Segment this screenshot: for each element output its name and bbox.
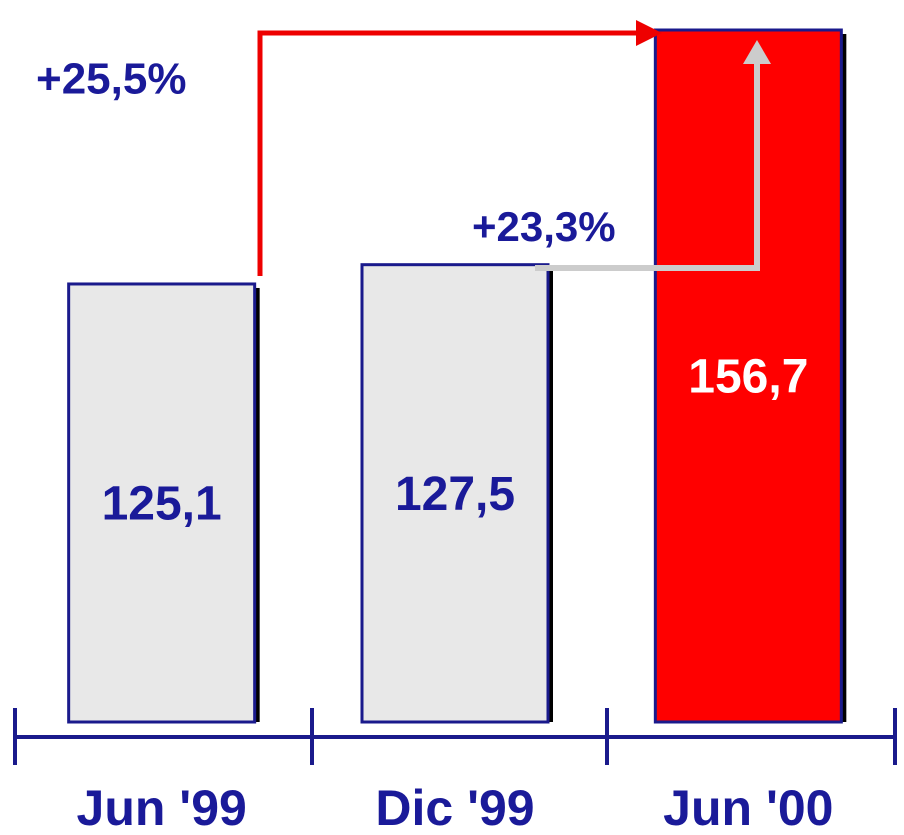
- growth-arrow: [257, 30, 640, 276]
- bar: [360, 263, 550, 724]
- x-tick-label: Jun '99: [77, 780, 247, 835]
- annotation: +25,5%: [36, 55, 186, 104]
- arrow-head: [743, 40, 771, 64]
- value-label: 127,5: [395, 468, 515, 521]
- annotation: +23,3%: [472, 203, 616, 250]
- bar: [653, 28, 843, 724]
- value-label: 156,7: [688, 351, 808, 404]
- bars: [67, 28, 847, 724]
- arrow-head: [636, 20, 662, 46]
- bar: [67, 282, 257, 724]
- x-tick-label: Dic '99: [375, 780, 534, 835]
- axis: [13, 708, 897, 765]
- x-tick-label: Jun '00: [663, 780, 833, 835]
- growth-arrow: [535, 62, 760, 271]
- value-label: 125,1: [102, 478, 222, 531]
